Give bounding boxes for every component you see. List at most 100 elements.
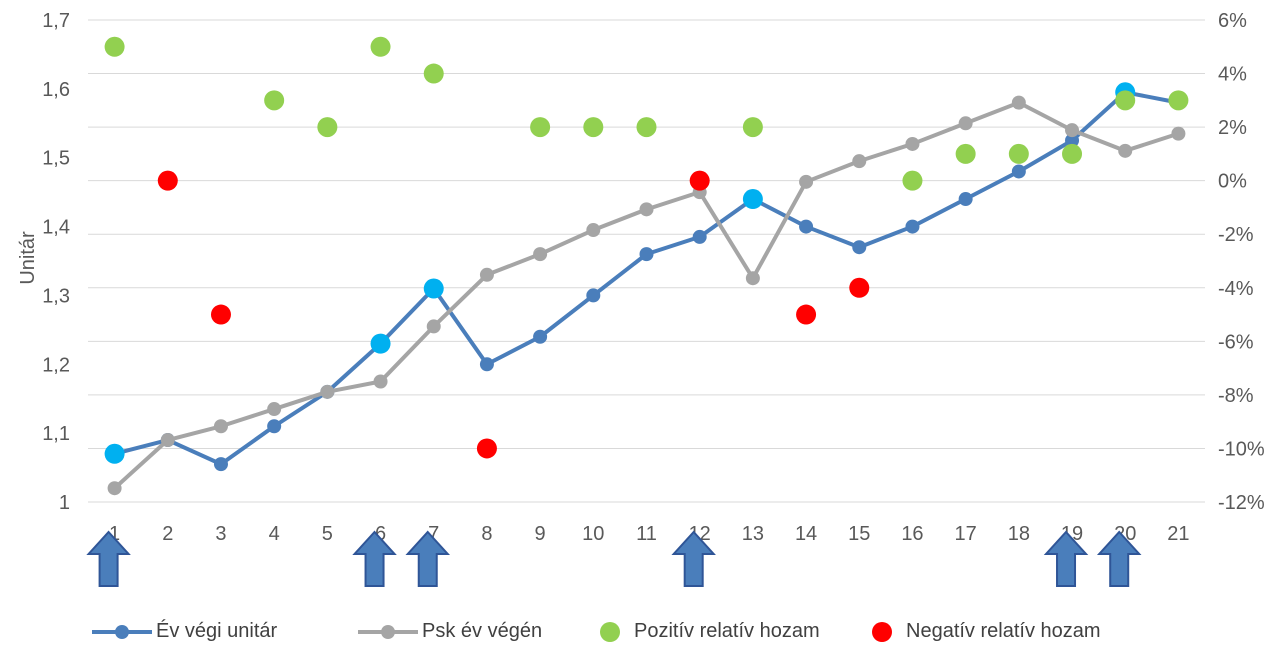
- x-tick-label: 4: [269, 523, 280, 545]
- series-point: [799, 174, 814, 189]
- negative-return-point: [476, 438, 497, 459]
- y-left-tick-label: 1,5: [42, 148, 70, 170]
- series-point: [533, 247, 548, 262]
- positive-return-point: [264, 90, 285, 111]
- y-axis-title: Unitár: [17, 231, 39, 285]
- y-right-tick-label: -12%: [1218, 492, 1265, 514]
- y-left-tick-label: 1,1: [42, 423, 70, 445]
- x-tick-label: 17: [955, 523, 977, 545]
- legend-label: Negatív relatív hozam: [906, 620, 1101, 642]
- series-point: [213, 457, 228, 472]
- legend-label: Pozitív relatív hozam: [634, 620, 820, 642]
- arrow-up-icon: [405, 530, 450, 587]
- series-point: [1011, 164, 1026, 179]
- y-right-tick-label: -8%: [1218, 385, 1254, 407]
- x-tick-label: 6: [375, 523, 386, 545]
- series-point: [320, 384, 335, 399]
- legend-dot-icon: [872, 621, 892, 642]
- x-tick-label: 3: [215, 523, 226, 545]
- series-point: [1118, 143, 1133, 158]
- x-tick-label: 9: [535, 523, 546, 545]
- x-tick-label: 8: [481, 523, 492, 545]
- positive-return-point: [955, 143, 976, 164]
- gridlines: [88, 19, 1205, 503]
- series-point: [958, 192, 973, 207]
- highlighted-point: [104, 443, 125, 464]
- legend-label: Psk év végén: [422, 620, 543, 642]
- series: [104, 82, 1186, 496]
- series-point: [852, 240, 867, 255]
- positive-return-point: [636, 117, 657, 138]
- x-tick-label: 5: [322, 523, 333, 545]
- positive-return-point: [423, 63, 444, 84]
- series-point: [479, 357, 494, 372]
- series-point: [586, 223, 601, 238]
- legend-item-psk: Psk év végén: [358, 620, 542, 643]
- positive-return-point: [1168, 90, 1189, 111]
- x-tick-label: 18: [1008, 523, 1030, 545]
- positive-return-point: [370, 36, 391, 57]
- y-axis-right: -12% -10% -8% -6% -4% -2% 0% 2% 4% 6%: [1218, 10, 1265, 514]
- positive-return-point: [1008, 143, 1029, 164]
- x-tick-label: 11: [636, 523, 657, 545]
- y-left-tick-label: 1,2: [42, 354, 70, 376]
- positive-return-point: [1062, 143, 1083, 164]
- negative-return-point: [689, 170, 710, 191]
- series-point: [745, 271, 760, 286]
- series-point: [1065, 133, 1080, 148]
- arrow-up-icon: [86, 530, 131, 587]
- series-point: [639, 247, 654, 262]
- series-point: [852, 154, 867, 169]
- legend-item-positive: Pozitív relatív hozam: [600, 620, 820, 643]
- negative-return-point: [210, 304, 231, 325]
- y-right-tick-label: 4%: [1218, 64, 1247, 86]
- series-point: [267, 419, 282, 434]
- positive-return-point: [104, 36, 125, 57]
- x-tick-label: 10: [582, 523, 604, 545]
- x-tick-label: 16: [901, 523, 923, 545]
- y-right-tick-label: 6%: [1218, 10, 1247, 32]
- legend: Év végi unitár Psk év végén Pozitív rela…: [0, 612, 1286, 647]
- series-point: [373, 374, 388, 389]
- y-right-tick-label: -10%: [1218, 438, 1265, 460]
- y-right-tick-label: -2%: [1218, 224, 1254, 246]
- negative-return-point: [796, 304, 817, 325]
- highlighted-point: [742, 189, 763, 210]
- x-axis: 1 2 3 4 5 6 7 8 9 10 11 12 13 14 15 16 17 18 19 20 21: [109, 523, 1189, 545]
- y-left-tick-label: 1,7: [42, 10, 70, 32]
- series-point: [905, 219, 920, 234]
- y-axis-left: 1 1,1 1,2 1,3 1,4 1,5 1,6 1,7: [42, 10, 70, 514]
- series-point: [107, 481, 122, 496]
- legend-item-unitar: Év végi unitár: [92, 620, 277, 643]
- negative-return-point: [157, 170, 178, 191]
- series-point: [267, 402, 282, 417]
- positive-return-point: [317, 117, 338, 138]
- series-point: [905, 136, 920, 151]
- legend-dot-icon: [600, 621, 620, 642]
- x-tick-label: 13: [742, 523, 764, 545]
- positive-return-point: [1115, 90, 1136, 111]
- y-left-tick-label: 1,6: [42, 79, 70, 101]
- series-point: [1011, 95, 1026, 110]
- y-right-tick-label: 0%: [1218, 171, 1247, 193]
- x-tick-label: 21: [1167, 523, 1189, 545]
- series-point: [213, 419, 228, 434]
- series-point: [1171, 126, 1186, 141]
- x-tick-label: 14: [795, 523, 817, 545]
- x-tick-label: 7: [428, 523, 439, 545]
- y-right-tick-label: 2%: [1218, 117, 1247, 139]
- y-left-tick-label: 1: [59, 492, 70, 514]
- positive-return-point: [583, 117, 604, 138]
- arrows: [86, 530, 1142, 587]
- scatter-points: [104, 36, 1189, 459]
- legend-item-negative: Negatív relatív hozam: [872, 620, 1101, 643]
- legend-line-icon: [92, 622, 152, 642]
- series-point: [533, 329, 548, 344]
- arrow-up-icon: [352, 530, 397, 587]
- highlighted-point: [370, 333, 391, 354]
- legend-label: Év végi unitár: [156, 620, 278, 642]
- x-tick-label: 1: [109, 523, 120, 545]
- series-point: [426, 319, 441, 334]
- arrow-up-icon: [1043, 530, 1089, 587]
- y-right-tick-label: -6%: [1218, 331, 1254, 353]
